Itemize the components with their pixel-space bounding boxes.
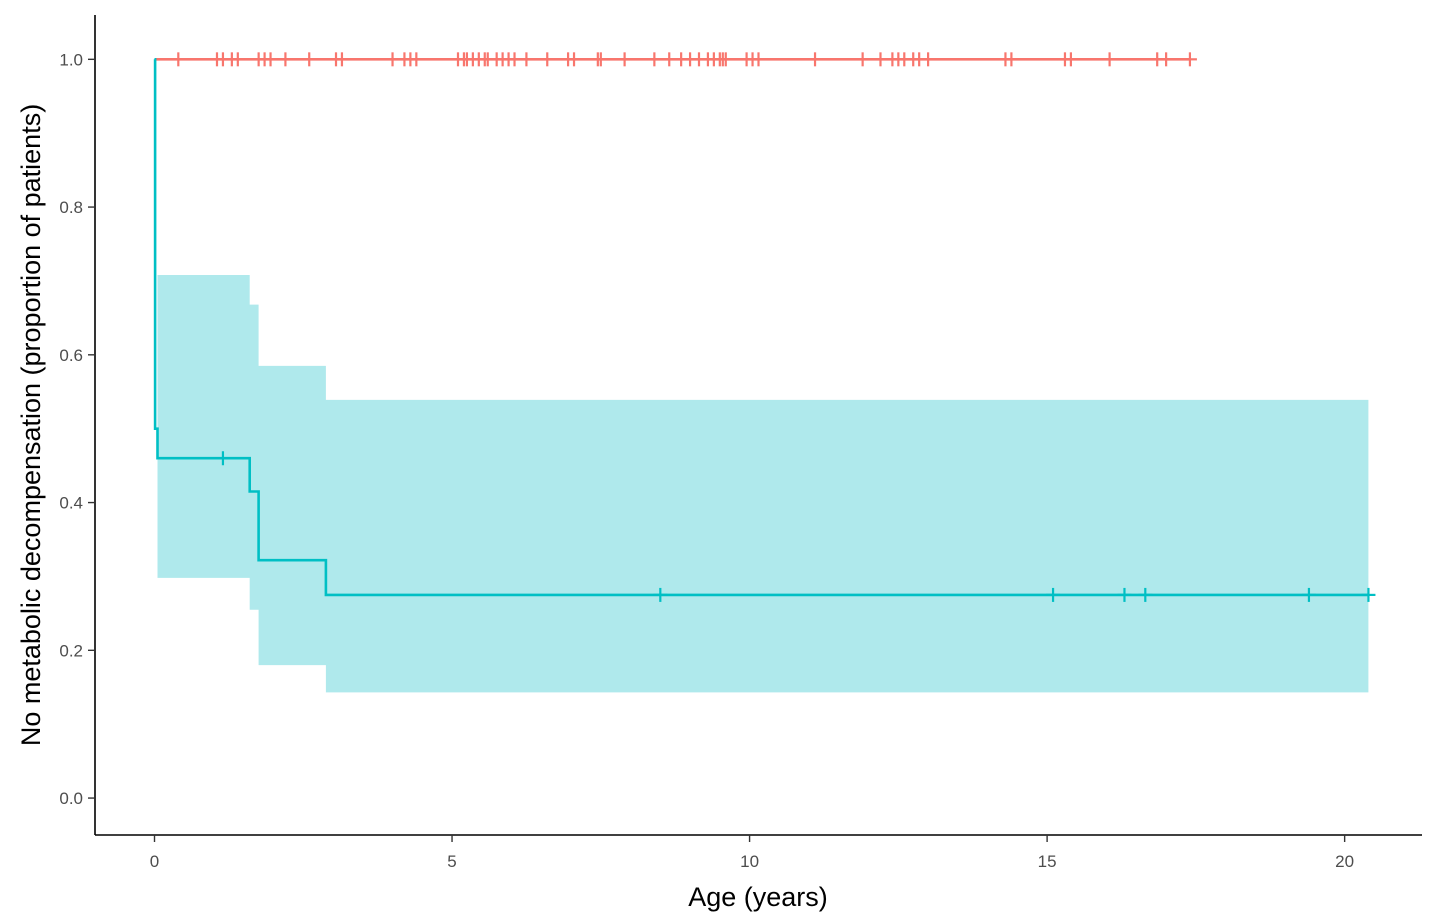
censor-mark xyxy=(855,52,870,67)
x-tick-label: 15 xyxy=(1038,852,1057,871)
confidence-bands xyxy=(154,275,1369,799)
y-axis-title: No metabolic decompensation (proportion … xyxy=(16,104,46,746)
censor-mark xyxy=(653,587,668,602)
censor-mark xyxy=(1102,52,1117,67)
y-tick-label: 0.8 xyxy=(59,198,83,217)
x-tick-label: 10 xyxy=(740,852,759,871)
censor-mark xyxy=(334,52,349,67)
y-tick-label: 0.6 xyxy=(59,346,83,365)
censor-mark xyxy=(1361,587,1376,602)
x-tick-label: 5 xyxy=(447,852,456,871)
y-axis-ticks: 0.0 0.2 0.4 0.6 0.8 1.0 xyxy=(59,50,95,808)
censor-mark xyxy=(278,52,293,67)
y-tick-label: 0.2 xyxy=(59,641,83,660)
censor-mark xyxy=(1063,52,1078,67)
y-tick-label: 0.4 xyxy=(59,494,83,513)
censor-mark xyxy=(1138,587,1153,602)
censor-mark xyxy=(751,52,766,67)
x-tick-label: 0 xyxy=(150,852,159,871)
censor-mark xyxy=(593,52,608,67)
x-tick-label: 20 xyxy=(1335,852,1354,871)
censor-marks xyxy=(171,52,1376,602)
censor-mark xyxy=(171,52,186,67)
censor-mark xyxy=(1004,52,1019,67)
censor-mark xyxy=(215,451,230,466)
censor-mark xyxy=(519,52,534,67)
y-tick-label: 0.0 xyxy=(59,789,83,808)
censor-mark xyxy=(617,52,632,67)
censor-mark xyxy=(1117,587,1132,602)
censor-mark xyxy=(1182,52,1197,67)
censor-mark xyxy=(302,52,317,67)
censor-mark xyxy=(718,52,733,67)
censor-mark xyxy=(873,52,888,67)
censor-mark xyxy=(540,52,555,67)
censor-mark xyxy=(567,52,582,67)
censor-mark xyxy=(1046,587,1061,602)
censor-mark xyxy=(921,52,936,67)
confidence-band-1 xyxy=(154,275,1369,799)
survival-curve-1 xyxy=(153,58,1369,597)
censor-mark xyxy=(808,52,823,67)
censor-mark xyxy=(1159,52,1174,67)
censor-mark xyxy=(647,52,662,67)
censor-mark xyxy=(385,52,400,67)
censor-mark xyxy=(263,52,278,67)
censor-mark xyxy=(507,52,522,67)
x-axis-title: Age (years) xyxy=(688,882,828,912)
x-axis-ticks: 0 5 10 15 20 xyxy=(150,835,1354,871)
censor-mark xyxy=(1301,587,1316,602)
censor-mark xyxy=(662,52,677,67)
y-tick-label: 1.0 xyxy=(59,50,83,69)
censor-mark xyxy=(230,52,245,67)
censor-mark xyxy=(409,52,424,67)
